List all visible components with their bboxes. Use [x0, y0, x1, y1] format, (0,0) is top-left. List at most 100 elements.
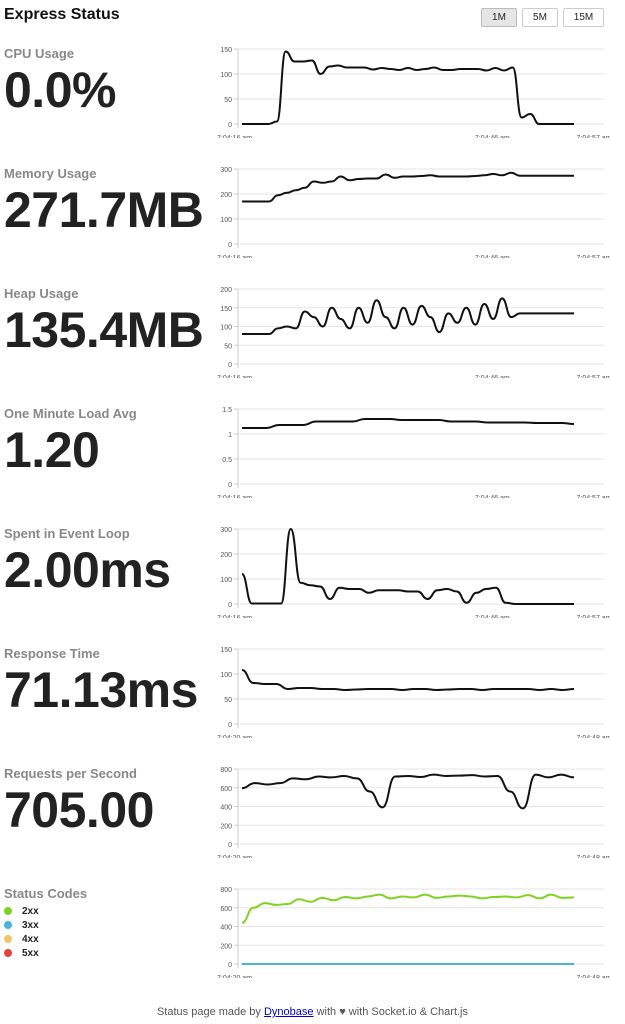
- y-tick-label: 100: [220, 672, 232, 679]
- legend-label: 5xx: [22, 947, 39, 959]
- y-tick-label: 200: [220, 943, 232, 950]
- legend-dot-icon: [4, 921, 12, 929]
- timespan-selector: 1M 5M 15M: [481, 8, 604, 27]
- y-tick-label: 200: [220, 823, 232, 830]
- y-tick-label: 100: [220, 72, 232, 79]
- x-tick-label: 7:04:46 am: [475, 375, 510, 378]
- memory-usage-chart: 0 100 200 300 7:04:16 am 7:04:46 am 7:04:57 am: [217, 167, 610, 258]
- x-tick-label: 7:04:57 am: [576, 615, 610, 618]
- requests-per-second-chart: 0 200 400 600 800 7:04:20 am 7:04:48 am: [217, 767, 610, 858]
- cpu-usage-panel: CPU Usage 0.0% 0 50 100 150 7:04:16 am 7:04:4…: [0, 46, 625, 166]
- y-tick-label: 0: [228, 962, 232, 969]
- status-codes-chart: 0 200 400 600 800 7:04:20 am 7:04:48 am: [217, 887, 610, 978]
- x-tick-label: 7:04:46 am: [475, 495, 510, 498]
- metric-label: CPU Usage: [4, 46, 75, 61]
- metric-value: 0.0%: [4, 62, 116, 118]
- span-1m-button[interactable]: 1M: [481, 8, 517, 27]
- metric-label: Status Codes: [4, 886, 88, 901]
- series-line: [241, 528, 574, 605]
- series-line: [241, 893, 575, 924]
- metric-label: Spent in Event Loop: [4, 526, 130, 541]
- series-line: [242, 418, 575, 429]
- metric-label: Requests per Second: [4, 766, 137, 781]
- y-tick-label: 200: [220, 552, 232, 559]
- x-tick-label: 7:04:16 am: [217, 135, 252, 138]
- legend-dot-icon: [4, 935, 12, 943]
- legend-item-5xx: 5xx: [4, 946, 39, 960]
- footer-prefix: Status page made by: [156, 1006, 264, 1018]
- metric-value: 705.00: [4, 782, 154, 838]
- y-tick-label: 1.5: [222, 407, 232, 414]
- x-tick-label: 7:04:48 am: [576, 855, 610, 858]
- legend-label: 4xx: [22, 933, 39, 945]
- y-tick-label: 800: [220, 767, 232, 774]
- y-tick-label: 200: [220, 287, 232, 294]
- x-tick-label: 7:04:57 am: [576, 135, 610, 138]
- status-codes-legend: 2xx 3xx 4xx 5xx: [4, 904, 39, 960]
- series-line: [242, 297, 574, 335]
- event-loop-chart: 0 100 200 300 7:04:16 am 7:04:46 am 7:04:57 am: [217, 527, 610, 618]
- response-time-panel: Response Time 71.13ms 0 50 100 150 7:04:20 a…: [0, 646, 625, 766]
- series-line: [241, 50, 574, 126]
- x-tick-label: 7:04:16 am: [217, 615, 252, 618]
- response-time-chart: 0 50 100 150 7:04:20 am 7:04:48 am: [217, 647, 610, 738]
- metric-label: Memory Usage: [4, 166, 97, 181]
- load-average-chart: 0 0.5 1 1.5 7:04:16 am 7:04:46 am 7:04:57 am: [217, 407, 610, 498]
- y-tick-label: 100: [220, 577, 232, 584]
- heap-usage-panel: Heap Usage 135.4MB 0 50 100 150 200 7:04:16 a…: [0, 286, 625, 406]
- legend-label: 3xx: [22, 919, 39, 931]
- requests-per-second-panel: Requests per Second 705.00 0 200 400 600 800…: [0, 766, 625, 886]
- legend-dot-icon: [4, 907, 12, 915]
- legend-item-4xx: 4xx: [4, 932, 39, 946]
- y-tick-label: 0: [228, 842, 232, 849]
- footer-suffix: with ♥ with Socket.io & Chart.js: [313, 1006, 469, 1018]
- page-title: Express Status: [4, 6, 120, 23]
- legend-label: 2xx: [22, 905, 39, 917]
- x-tick-label: 7:04:20 am: [217, 735, 252, 738]
- metric-value: 1.20: [4, 422, 100, 478]
- y-tick-label: 0: [228, 602, 232, 609]
- x-tick-label: 7:04:16 am: [217, 375, 252, 378]
- legend-item-2xx: 2xx: [4, 904, 39, 918]
- y-tick-label: 200: [220, 192, 232, 199]
- y-tick-label: 50: [224, 697, 232, 704]
- metric-value: 71.13ms: [4, 662, 198, 718]
- y-tick-label: 300: [220, 167, 232, 174]
- y-tick-label: 400: [220, 925, 232, 932]
- legend-dot-icon: [4, 949, 12, 957]
- span-15m-button[interactable]: 15M: [563, 8, 604, 27]
- x-tick-label: 7:04:57 am: [576, 375, 610, 378]
- y-tick-label: 0: [228, 122, 232, 129]
- series-line: [241, 669, 575, 691]
- x-tick-label: 7:04:46 am: [475, 255, 510, 258]
- y-tick-label: 0.5: [222, 457, 232, 464]
- y-tick-label: 100: [220, 325, 232, 332]
- y-tick-label: 800: [220, 887, 232, 894]
- series-line: [241, 773, 575, 810]
- series-line: [242, 171, 574, 203]
- x-tick-label: 7:04:46 am: [475, 615, 510, 618]
- x-tick-label: 7:04:57 am: [576, 495, 610, 498]
- memory-usage-panel: Memory Usage 271.7MB 0 100 200 300 7:04:16 a…: [0, 166, 625, 286]
- event-loop-panel: Spent in Event Loop 2.00ms 0 100 200 300 7:0…: [0, 526, 625, 646]
- y-tick-label: 150: [220, 306, 232, 313]
- metric-label: One Minute Load Avg: [4, 406, 137, 421]
- x-tick-label: 7:04:20 am: [217, 975, 252, 978]
- x-tick-label: 7:04:16 am: [217, 255, 252, 258]
- load-average-panel: One Minute Load Avg 1.20 0 0.5 1 1.5 7:04:16…: [0, 406, 625, 526]
- y-tick-label: 100: [220, 217, 232, 224]
- x-tick-label: 7:04:48 am: [576, 735, 610, 738]
- y-tick-label: 1: [228, 432, 232, 439]
- dynobase-link[interactable]: Dynobase: [263, 1006, 314, 1018]
- y-tick-label: 50: [224, 97, 232, 104]
- metric-value: 135.4MB: [4, 302, 204, 358]
- y-tick-label: 150: [220, 47, 232, 54]
- y-tick-label: 600: [220, 786, 232, 793]
- footer: Status page made by Dynobase with ♥ with…: [0, 1006, 625, 1018]
- x-tick-label: 7:04:48 am: [576, 975, 610, 978]
- span-5m-button[interactable]: 5M: [522, 8, 558, 27]
- x-tick-label: 7:04:16 am: [217, 495, 252, 498]
- metric-value: 2.00ms: [4, 542, 171, 598]
- x-tick-label: 7:04:57 am: [576, 255, 610, 258]
- x-tick-label: 7:04:46 am: [475, 135, 510, 138]
